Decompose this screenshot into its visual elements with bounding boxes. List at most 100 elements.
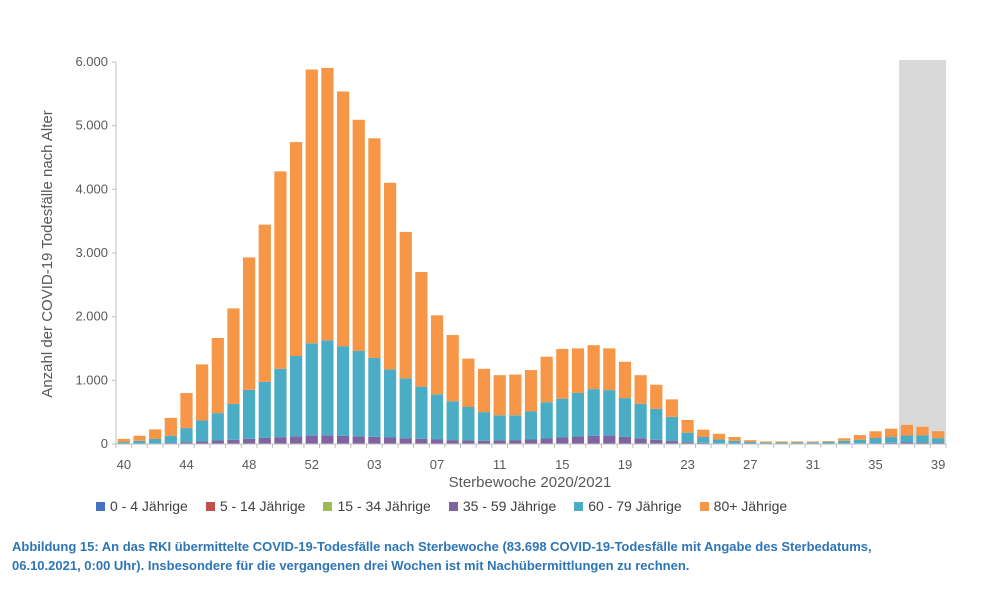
bar-segment	[650, 439, 663, 444]
bar-segment	[368, 436, 381, 444]
bar-segment	[556, 437, 569, 444]
bar-segment	[258, 224, 271, 382]
bar-group-week-45	[196, 364, 209, 444]
bar-segment	[650, 408, 663, 440]
x-tick-label: 23	[680, 457, 694, 472]
bar-segment	[477, 368, 491, 413]
bar-segment	[493, 415, 506, 441]
bar-segment	[540, 402, 553, 439]
y-axis: 0 1.000 2.000 3.000 4.000 5.000 6.000	[75, 54, 117, 451]
x-axis-label: Sterbewoche 2020/2021	[449, 474, 612, 491]
bar-segment	[524, 411, 538, 440]
bar-group-week-24	[697, 429, 710, 444]
legend-item: 15 - 34 Jährige	[323, 498, 431, 514]
bar-segment	[853, 435, 866, 440]
bar-segment	[509, 415, 522, 441]
y-tick-label: 1.000	[75, 372, 108, 387]
bar-segment	[916, 435, 929, 443]
bar-segment	[462, 440, 475, 444]
bar-segment	[634, 375, 647, 404]
bar-group-week-50	[274, 171, 287, 444]
bar-segment	[117, 442, 130, 444]
bar-segment	[806, 441, 819, 443]
bar-segment	[556, 398, 569, 438]
bar-segment	[368, 357, 381, 437]
bar-segment	[243, 257, 256, 390]
bar-segment	[728, 436, 741, 441]
bar-segment	[728, 440, 741, 444]
bar-segment	[744, 441, 757, 444]
bar-segment	[133, 435, 146, 441]
bar-group-week-52	[305, 69, 318, 444]
bar-segment	[712, 439, 726, 444]
bar-group-week-46	[211, 337, 224, 444]
bar-group-week-16	[571, 348, 585, 444]
bar-segment	[634, 403, 647, 439]
bar-group-week-15	[556, 349, 569, 444]
bar-segment	[540, 356, 553, 403]
legend-item: 0 - 4 Jährige	[96, 498, 188, 514]
bar-segment	[430, 439, 444, 444]
bar-segment	[618, 361, 632, 399]
bar-segment	[681, 432, 694, 443]
bar-segment	[838, 440, 851, 444]
bar-segment	[321, 67, 334, 341]
bar-group-week-47	[227, 308, 240, 444]
bar-segment	[822, 441, 835, 443]
x-tick-label: 11	[493, 457, 507, 472]
bar-segment	[227, 439, 240, 444]
x-axis: 40 44 48 52 03 07 11 15 19 23 27 31 35 39	[115, 443, 947, 472]
bar-segment	[712, 433, 726, 440]
legend: 0 - 4 Jährige 5 - 14 Jährige 15 - 34 Jähri…	[96, 498, 787, 514]
bar-group-week-10	[477, 368, 491, 444]
bar-segment	[509, 374, 522, 416]
bar-segment	[352, 119, 365, 351]
bar-group-week-22	[665, 399, 679, 444]
shaded-incomplete-weeks	[899, 60, 946, 444]
bar-segment	[540, 438, 553, 444]
bar-group-week-49	[258, 224, 271, 444]
bar-group-week-05	[399, 231, 412, 444]
bar-segment	[258, 381, 271, 438]
x-tick-label: 44	[179, 457, 193, 472]
x-tick-label: 07	[430, 457, 444, 472]
legend-swatch	[323, 501, 333, 511]
bar-segment	[462, 358, 475, 408]
bar-segment	[697, 436, 710, 443]
x-tick-label: 40	[117, 457, 131, 472]
bar-segment	[133, 440, 146, 444]
legend-item: 80+ Jährige	[699, 498, 787, 514]
bar-segment	[149, 438, 162, 444]
legend-swatch	[574, 501, 584, 511]
x-tick-label: 15	[555, 457, 569, 472]
bar-segment	[180, 393, 193, 429]
bar-segment	[603, 390, 616, 436]
bar-segment	[211, 440, 224, 444]
legend-label: 5 - 14 Jährige	[219, 498, 306, 514]
bar-group-week-53	[321, 67, 334, 444]
bar-group-week-12	[509, 374, 522, 444]
y-tick-label: 3.000	[75, 245, 108, 260]
bar-segment	[869, 431, 882, 439]
x-tick-label: 35	[868, 457, 882, 472]
legend-label: 15 - 34 Jährige	[337, 498, 431, 514]
legend-label: 60 - 79 Jährige	[588, 498, 682, 514]
bar-segment	[791, 441, 804, 443]
bar-segment	[571, 348, 585, 393]
bar-segment	[305, 343, 318, 436]
bar-segment	[399, 438, 412, 444]
bar-segment	[462, 407, 475, 441]
bar-segment	[305, 69, 318, 344]
bar-group-week-27	[744, 440, 757, 444]
bar-segment	[916, 426, 929, 436]
bar-segment	[196, 441, 209, 444]
bar-segment	[227, 308, 240, 404]
bar-segment	[336, 346, 350, 436]
bar-segment	[289, 142, 303, 357]
bar-group-week-02	[352, 119, 365, 444]
stacked-bar-chart: 0 1.000 2.000 3.000 4.000 5.000 6.000 40 44 48 52…	[39, 54, 947, 491]
figure-caption: Abbildung 15: An das RKI übermittelte CO…	[12, 539, 872, 573]
y-tick-label: 4.000	[75, 181, 108, 196]
bar-segment	[618, 398, 632, 437]
bar-group-week-34	[853, 435, 866, 444]
